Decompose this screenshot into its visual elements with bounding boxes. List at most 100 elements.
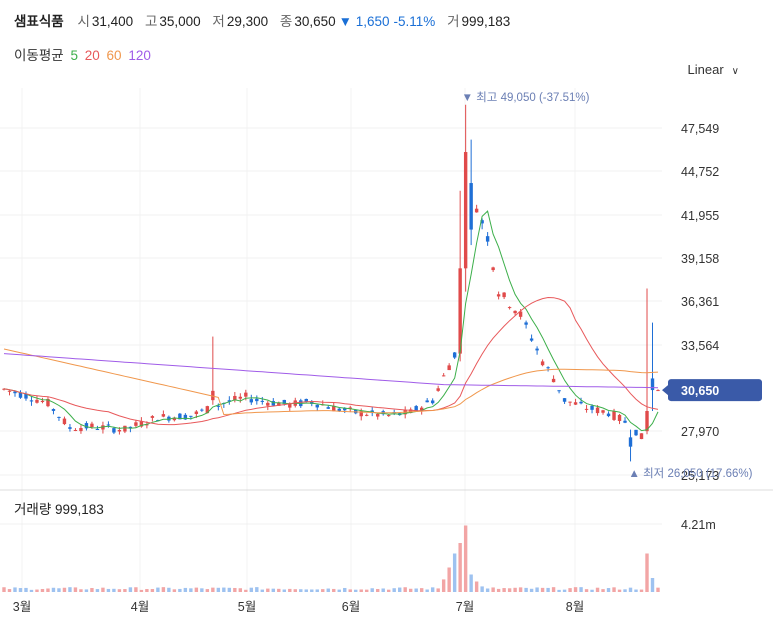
volume-bar: [68, 587, 72, 592]
volume-bar: [293, 589, 297, 592]
volume-bar: [156, 587, 160, 592]
candle-body: [419, 407, 424, 411]
volume-bar: [491, 587, 495, 592]
volume-bar: [95, 589, 100, 592]
volume-bar: [452, 553, 457, 592]
volume-bar: [496, 588, 501, 592]
candle-body: [634, 429, 638, 436]
candle-body: [106, 424, 111, 426]
candle-body: [13, 391, 17, 394]
volume-bar: [403, 587, 407, 592]
volume-bar: [189, 588, 193, 592]
candle-body: [123, 425, 127, 432]
volume-bar: [112, 588, 116, 592]
open-price: 31,400: [91, 14, 134, 29]
volume-bar: [518, 587, 523, 592]
candle-body: [513, 310, 517, 314]
volume-bar: [150, 589, 155, 592]
volume-bar: [271, 588, 275, 592]
volume-bar: [343, 587, 347, 592]
ma-20: 20: [84, 48, 100, 63]
candle-body: [595, 407, 600, 414]
ma-60: 60: [106, 48, 122, 63]
volume-bar: [227, 587, 232, 592]
volume-bar: [288, 588, 292, 592]
candle-body: [332, 405, 336, 412]
price-tick-label: 44,752: [681, 165, 719, 179]
volume-bar: [18, 588, 23, 592]
volume-bar: [595, 587, 600, 592]
candle-body: [161, 414, 166, 417]
volume-bar: [524, 587, 528, 592]
candle-body: [73, 429, 78, 431]
time-tick-label: 3월: [13, 600, 31, 614]
volume-bar: [557, 589, 561, 592]
stock-name: 샘표식품: [14, 14, 64, 29]
volume-label: 거: [447, 14, 460, 29]
candle-body: [518, 311, 523, 317]
candle-body: [62, 418, 67, 425]
candle-body: [623, 420, 627, 423]
candle-body: [441, 375, 446, 377]
ma-5: 5: [70, 48, 78, 63]
candle-body: [524, 322, 528, 325]
time-tick-label: 7월: [456, 600, 474, 614]
candle-body: [425, 400, 429, 403]
current-price-label: 30,650: [681, 384, 719, 398]
candle-body: [139, 420, 144, 427]
volume-bar: [73, 587, 78, 592]
candle-body: [238, 396, 243, 399]
volume-bar: [90, 588, 94, 592]
candle-body: [172, 417, 177, 421]
candle-body: [277, 403, 281, 406]
volume-bar: [13, 587, 17, 592]
candle-body: [496, 294, 501, 297]
volume-bar: [200, 588, 204, 592]
volume-bar: [546, 587, 550, 592]
candle-body: [546, 367, 550, 369]
chevron-down-icon: ∨: [731, 66, 739, 77]
candle-body: [639, 433, 644, 440]
volume-bar: [233, 587, 237, 592]
volume-bar: [134, 587, 138, 592]
volume-bar: [326, 588, 330, 592]
volume-bar: [161, 587, 166, 592]
candle-body: [282, 399, 286, 404]
candle-body: [216, 405, 221, 407]
candle-body: [529, 338, 534, 341]
volume-bar: [408, 588, 413, 592]
candle-body: [337, 408, 341, 411]
time-tick-label: 4월: [131, 600, 149, 614]
candle-body: [617, 414, 622, 421]
volume-bar: [529, 588, 534, 592]
candle-body: [573, 402, 578, 405]
volume-bar: [480, 586, 484, 592]
candle-body: [68, 427, 72, 429]
volume-bar: [2, 587, 6, 592]
volume-bar: [540, 587, 545, 592]
volume-bar: [485, 588, 490, 592]
candle-body: [507, 307, 512, 309]
scale-dropdown[interactable]: Linear ∨: [688, 62, 739, 77]
low-price: 29,300: [226, 14, 269, 29]
volume-bar: [266, 588, 270, 592]
volume-bar: [617, 589, 622, 592]
candle-body: [304, 398, 308, 402]
candle-body: [271, 401, 275, 406]
volume-bar: [46, 588, 50, 592]
volume-bar: [584, 589, 589, 592]
candle-body: [645, 410, 649, 432]
volume-bar: [381, 588, 385, 592]
candle-body: [205, 406, 210, 414]
time-tick-label: 6월: [342, 600, 360, 614]
candle-body: [436, 388, 440, 391]
ma-legend-label: 이동평균: [14, 48, 64, 63]
volume-bar: [463, 525, 468, 592]
candle-body: [414, 406, 418, 411]
volume-bar: [260, 589, 265, 592]
candle-body: [463, 152, 468, 269]
volume-bar: [321, 589, 325, 592]
volume-bar: [7, 589, 12, 592]
high-price: 35,000: [159, 14, 201, 29]
